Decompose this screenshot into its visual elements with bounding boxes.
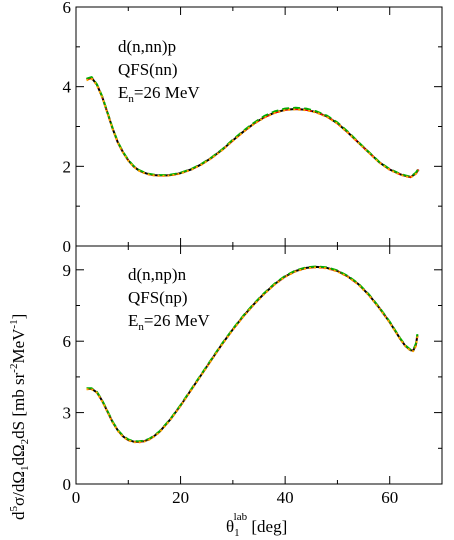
top-ticks: 0 2 4 6 <box>63 0 442 256</box>
top-energy-sub: n <box>128 93 134 105</box>
top-panel: 0 2 4 6 d(n,nn)p QFS(nn) En=26 MeV <box>63 0 443 256</box>
top-annotation-reaction: d(n,nn)p <box>118 37 176 56</box>
ylabel-domega2: dΩ <box>9 444 28 465</box>
bottom-ytick-label-6: 6 <box>63 332 72 351</box>
top-ytick-label-4: 4 <box>63 78 72 97</box>
top-annotation-energy: En=26 MeV <box>118 83 200 105</box>
y-axis-label: d5σ/dΩ1dΩ2dS [mb sr-2MeV-1] <box>8 314 31 520</box>
top-annotation-qfs: QFS(nn) <box>118 60 178 79</box>
x-axis-label: θ1 lab [deg] <box>226 511 287 539</box>
xlabel-sub1: 1 <box>234 527 240 539</box>
ylabel-sub2: 2 <box>19 439 31 445</box>
top-series-2 <box>86 76 420 178</box>
bottom-energy-symbol: E <box>128 311 138 330</box>
bottom-xtick-label-60: 60 <box>381 488 398 507</box>
bottom-ytick-label-0: 0 <box>63 475 72 494</box>
bottom-energy-value: =26 MeV <box>144 311 210 330</box>
bottom-annotation-qfs: QFS(np) <box>128 288 188 307</box>
bottom-ticks: 0 20 40 60 0 3 6 9 <box>63 246 442 507</box>
top-curves <box>86 76 420 179</box>
ylabel-sigma: σ/dΩ <box>9 471 28 506</box>
ylabel-units: dS [mb sr <box>9 372 28 438</box>
xlabel-sup-lab: lab <box>234 511 248 523</box>
top-ytick-label-0: 0 <box>63 237 72 256</box>
bottom-energy-sub: n <box>138 321 144 333</box>
xlabel-theta: θ <box>226 517 234 536</box>
bottom-annotation-reaction: d(n,np)n <box>128 265 187 284</box>
ylabel-sup5: 5 <box>8 506 20 512</box>
ylabel-mev: MeV <box>9 328 28 364</box>
bottom-plot-frame <box>75 245 443 485</box>
bottom-ytick-label-9: 9 <box>63 261 72 280</box>
bottom-xtick-label-0: 0 <box>72 488 81 507</box>
top-ytick-label-2: 2 <box>63 157 72 176</box>
bottom-panel: 0 20 40 60 0 3 6 9 d(n,np)n QFS(np) En=26 MeV <box>63 245 443 507</box>
ylabel-d: d <box>9 511 28 520</box>
bottom-ytick-label-3: 3 <box>63 404 72 423</box>
top-energy-value: =26 MeV <box>134 83 200 102</box>
bottom-annotation-energy: En=26 MeV <box>128 311 210 333</box>
top-ytick-label-6: 6 <box>63 0 72 17</box>
bottom-xtick-label-40: 40 <box>277 488 294 507</box>
top-series-3 <box>86 77 420 179</box>
bottom-xtick-label-20: 20 <box>172 488 189 507</box>
xlabel-units: [deg] <box>247 517 287 536</box>
ylabel-sub1: 1 <box>19 465 31 471</box>
ylabel-sup-neg2: -2 <box>8 364 20 373</box>
ylabel-sup-neg1: -1 <box>8 319 20 328</box>
top-energy-symbol: E <box>118 83 128 102</box>
ylabel-close: ] <box>9 314 28 320</box>
bottom-series-3 <box>86 266 419 444</box>
bottom-curves <box>86 265 419 444</box>
